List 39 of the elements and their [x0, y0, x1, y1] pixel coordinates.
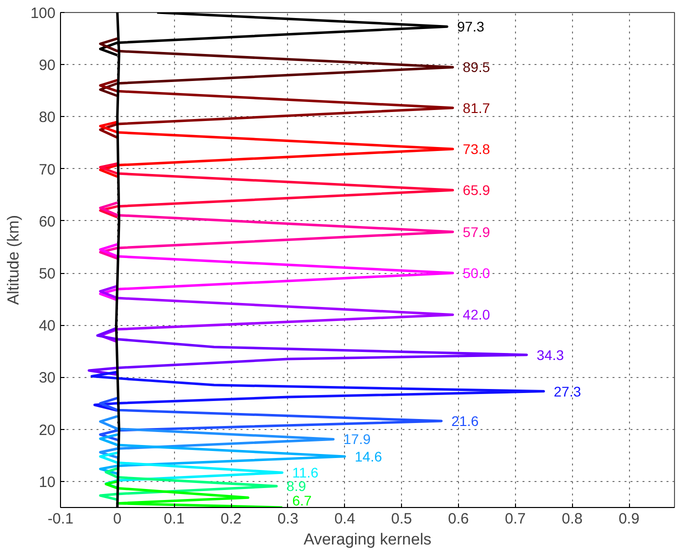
series-label: 11.6 [292, 464, 319, 481]
series-label: 97.3 [457, 18, 485, 35]
series-label: 50.0 [462, 265, 490, 282]
series-label: 65.9 [462, 182, 490, 198]
series-label: 42.0 [462, 306, 490, 323]
x-tick-label: 0.4 [334, 510, 356, 528]
series-label: 14.6 [354, 448, 382, 464]
x-tick-label: 0 [113, 510, 122, 528]
series-label: 21.6 [451, 413, 479, 430]
x-tick-label: 0.5 [391, 510, 412, 528]
series-label: 17.9 [343, 431, 371, 448]
x-tick-label: 0.8 [562, 510, 583, 528]
y-tick-label: 80 [38, 109, 56, 126]
series-label: 8.9 [286, 478, 306, 494]
x-tick-label: 0.2 [220, 510, 242, 528]
series-label: 34.3 [536, 346, 564, 363]
y-tick-label: 70 [38, 161, 56, 178]
series-label: 27.3 [554, 383, 582, 400]
x-tick-label: 0.9 [618, 510, 640, 528]
x-tick-label: 0.1 [164, 510, 185, 528]
y-tick-label: 60 [38, 213, 56, 230]
y-tick-label: 10 [38, 474, 56, 491]
y-tick-label: 50 [38, 266, 56, 283]
series-label: 73.8 [462, 141, 490, 158]
x-tick-label: 0.3 [277, 510, 298, 528]
series-label: 6.7 [292, 492, 312, 508]
x-tick-label: 0.6 [448, 510, 469, 528]
y-tick-label: 30 [38, 370, 56, 387]
y-tick-label: 40 [38, 318, 56, 335]
series-label: 89.5 [462, 59, 490, 76]
series-label: 57.9 [462, 224, 490, 240]
series-label: 81.7 [462, 100, 490, 116]
y-tick-label: 90 [38, 57, 56, 74]
y-axis-title: Altitude (km) [5, 215, 22, 305]
y-tick-label: 20 [38, 422, 56, 439]
y-tick-label: 100 [30, 5, 56, 22]
x-tick-label: -0.1 [48, 510, 74, 528]
x-tick-label: 0.7 [504, 510, 526, 528]
x-axis-title: Averaging kernels [304, 532, 432, 548]
